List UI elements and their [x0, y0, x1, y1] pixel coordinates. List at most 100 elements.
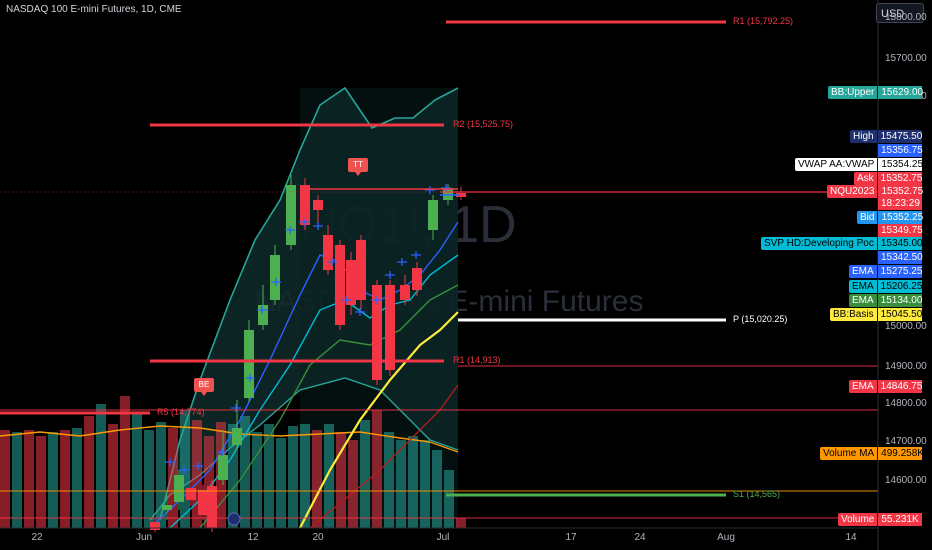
vwap-mark	[355, 308, 365, 316]
volume-bar	[408, 436, 418, 528]
scale-label-value: 15352.75	[878, 185, 923, 198]
date-tick: 20	[312, 532, 324, 543]
volume-bar	[48, 432, 58, 528]
date-tick: 24	[634, 532, 646, 543]
scale-label-value: 15275.25	[877, 265, 922, 278]
vwap-mark	[165, 458, 175, 466]
candle-body	[456, 193, 466, 197]
event-marker[interactable]: TT	[348, 158, 368, 176]
scale-label-value: 15206.25	[877, 280, 922, 293]
volume-bar	[444, 470, 454, 528]
scale-label-value: 15352.75	[877, 172, 922, 185]
scale-label-name: NQU2023	[827, 185, 878, 198]
volume-bar	[276, 438, 286, 528]
volume-bar	[348, 440, 358, 528]
vwap-mark	[313, 222, 323, 230]
event-marker[interactable]: BE	[194, 378, 214, 396]
scale-label: Volume 55.231K	[838, 513, 923, 526]
scale-label-value: 14846.75	[877, 380, 922, 393]
date-tick: 12	[247, 532, 259, 543]
scale-label: 15342.50	[878, 251, 923, 264]
volume-bar	[12, 432, 22, 528]
scale-label-value: 55.231K	[878, 513, 923, 526]
volume-bar	[120, 396, 130, 528]
volume-bar	[432, 450, 442, 528]
scale-label: Bid 15352.25	[857, 211, 923, 224]
candle-body	[174, 475, 184, 502]
scale-label: BB:Upper 15629.00	[828, 86, 923, 99]
scale-label: EMA 15134.00	[849, 294, 922, 307]
candle-body	[313, 200, 323, 210]
volume-bar	[96, 404, 106, 528]
vwap-mark	[397, 258, 407, 266]
volume-bar	[72, 428, 82, 528]
pivot-label: S1 (14,565)	[733, 489, 781, 499]
scale-label-name: Ask	[854, 172, 877, 185]
candle-body	[150, 522, 160, 530]
scale-label: EMA 15275.25	[849, 265, 922, 278]
scale-label-name: EMA	[849, 294, 877, 307]
volume-bar	[132, 412, 142, 528]
price-tick: 15000.00	[885, 321, 927, 332]
vwap-mark	[441, 184, 451, 192]
volume-bar	[36, 436, 46, 528]
candle-body	[300, 185, 310, 225]
candle-body	[372, 285, 382, 380]
scale-label: VWAP AA:VWAP 15354.25	[795, 158, 923, 171]
volume-bar	[0, 430, 10, 528]
candle-body	[356, 240, 366, 300]
scale-label: SVP HD:Developing Poc 15345.00	[761, 237, 923, 250]
volume-bar	[24, 430, 34, 528]
candle-body	[198, 490, 208, 515]
candle-body	[270, 255, 280, 300]
event-icon	[227, 512, 241, 526]
vwap-mark	[193, 462, 203, 470]
candle-body	[186, 488, 196, 500]
candle-body	[346, 260, 356, 305]
vwap-mark	[285, 226, 295, 234]
candle-body	[428, 200, 438, 230]
candle-body	[412, 268, 422, 290]
vwap-mark	[299, 218, 309, 226]
volume-bar	[288, 426, 298, 528]
volume-bar	[456, 518, 466, 528]
scale-label: BB:Basis 15045.50	[830, 308, 922, 321]
volume-bar	[420, 440, 430, 528]
date-tick: Aug	[717, 532, 735, 543]
vwap-mark	[371, 296, 381, 304]
candle-body	[244, 330, 254, 398]
volume-bar	[192, 420, 202, 528]
bollinger-upper	[159, 86, 459, 521]
volume-bar	[264, 424, 274, 528]
price-tick: 14700.00	[885, 436, 927, 447]
vwap-mark	[271, 278, 281, 286]
pivot-label: P (15,020.25)	[733, 314, 788, 324]
scale-label-value: 15134.00	[877, 294, 922, 307]
candle-body	[286, 185, 296, 245]
vwap-mark	[341, 296, 351, 304]
price-tick: 15800.00	[885, 12, 927, 23]
price-tick: 14900.00	[885, 361, 927, 372]
price-tick: 15700.00	[885, 53, 927, 64]
price-tick: 14800.00	[885, 398, 927, 409]
bb-basis-line	[299, 311, 459, 529]
vwap-mark	[231, 404, 241, 412]
volume-bar	[84, 416, 94, 528]
volume-bar	[396, 440, 406, 528]
scale-label: 18:23:29	[878, 197, 922, 210]
scale-label-name: Volume	[838, 513, 878, 526]
scale-label-value: 15345.00	[877, 237, 923, 250]
candle-body	[258, 305, 268, 325]
date-tick: 17	[565, 532, 577, 543]
scale-label-name: EMA	[849, 380, 877, 393]
pivot-label: R1 (15,792.25)	[733, 16, 794, 26]
date-tick: 22	[31, 532, 43, 543]
scale-label-name: VWAP AA:VWAP	[795, 158, 878, 171]
volume-bar	[252, 432, 262, 528]
scale-label: Ask 15352.75	[854, 172, 922, 185]
scale-label-name: BB:Basis	[830, 308, 877, 321]
scale-label-value: 15354.25	[878, 158, 923, 171]
currency-button[interactable]: USD	[876, 3, 924, 23]
